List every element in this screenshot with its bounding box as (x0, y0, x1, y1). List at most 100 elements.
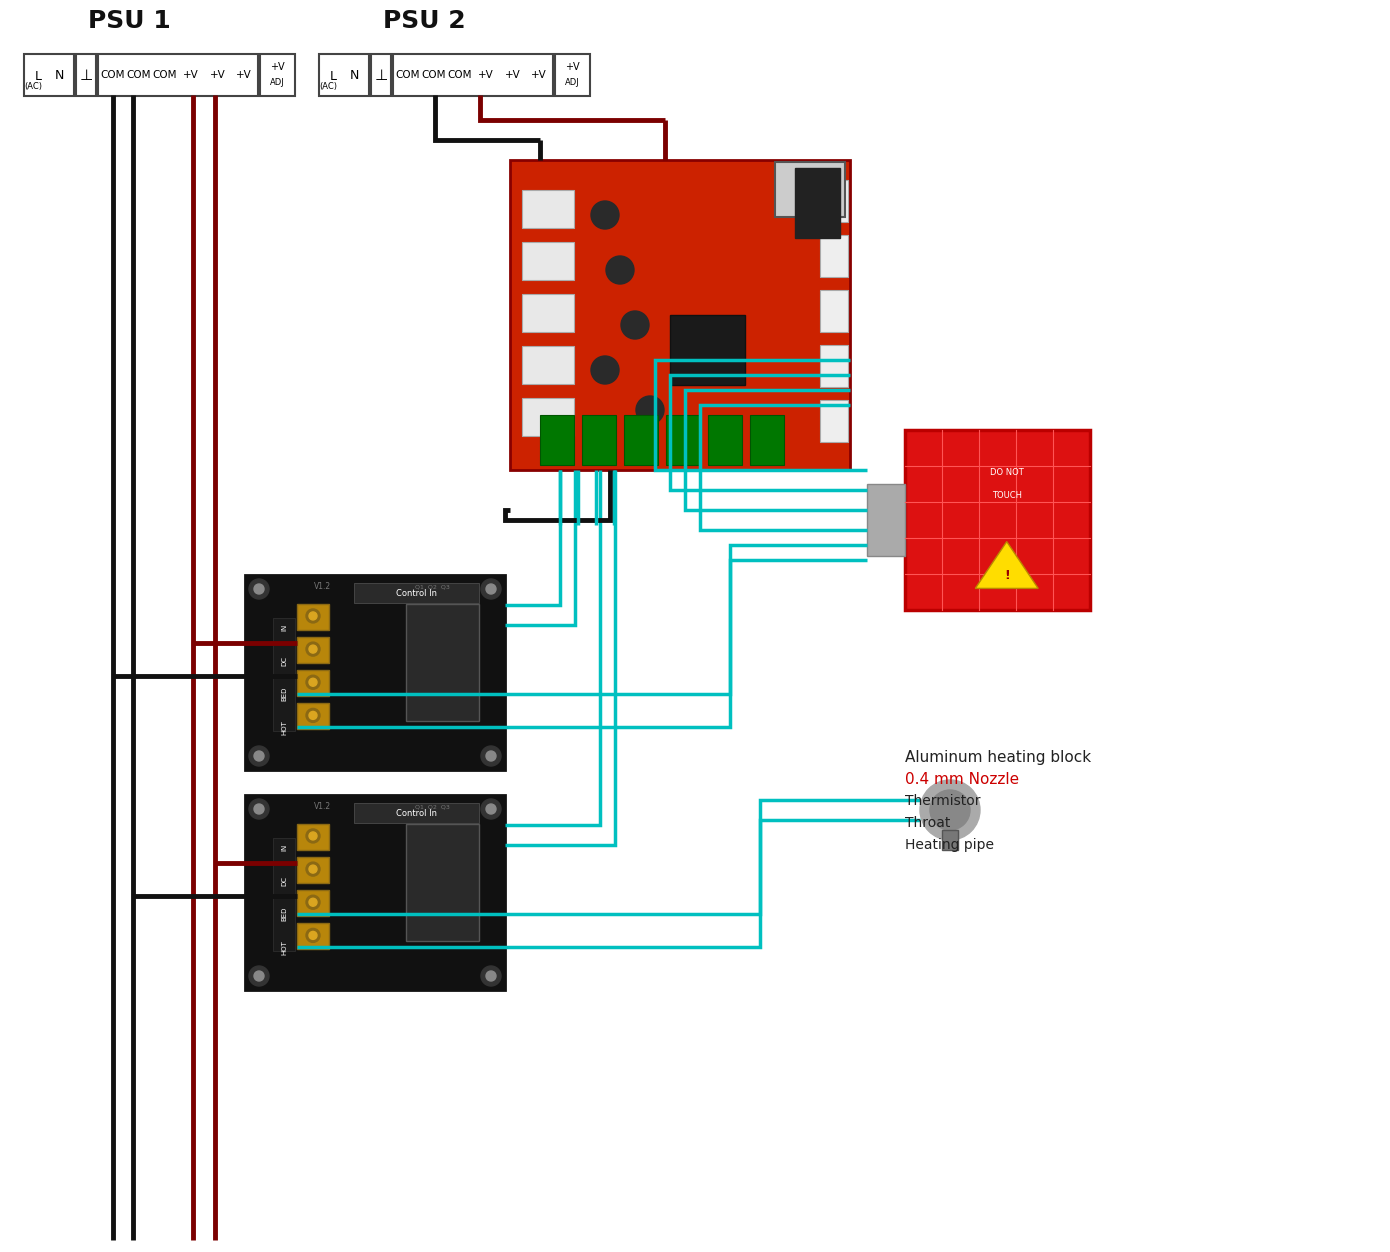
Circle shape (309, 711, 317, 720)
Bar (354, 803, 480, 823)
Circle shape (309, 612, 317, 620)
Bar (751, 414, 784, 464)
Circle shape (306, 675, 320, 690)
Text: BED: BED (281, 906, 286, 921)
Bar (245, 795, 505, 990)
Text: Q1  Q2  Q3: Q1 Q2 Q3 (414, 804, 449, 809)
Bar (942, 830, 958, 850)
Circle shape (306, 642, 320, 656)
Bar (624, 414, 657, 464)
FancyBboxPatch shape (393, 54, 553, 96)
Circle shape (254, 751, 264, 761)
Bar (795, 168, 840, 238)
FancyBboxPatch shape (24, 54, 74, 96)
Circle shape (309, 865, 317, 873)
Bar (867, 485, 905, 556)
Text: L: L (35, 70, 42, 84)
Text: HOT: HOT (281, 940, 286, 954)
Text: Q1  Q2  Q3: Q1 Q2 Q3 (414, 585, 449, 590)
Text: 0.4 mm Nozzle: 0.4 mm Nozzle (905, 772, 1019, 788)
Bar (297, 603, 329, 630)
Circle shape (481, 746, 500, 766)
FancyBboxPatch shape (555, 54, 591, 96)
Bar (272, 838, 295, 952)
Bar (905, 429, 1090, 610)
FancyBboxPatch shape (260, 54, 295, 96)
Bar (776, 162, 845, 217)
Text: PSU 2: PSU 2 (384, 9, 466, 33)
Text: ADJ: ADJ (270, 78, 285, 86)
Text: N: N (56, 69, 64, 83)
Circle shape (306, 863, 320, 876)
FancyBboxPatch shape (318, 54, 370, 96)
Bar (523, 190, 574, 228)
Text: DO NOT: DO NOT (990, 468, 1023, 477)
Text: COM: COM (126, 70, 150, 80)
FancyBboxPatch shape (371, 54, 391, 96)
Circle shape (621, 310, 649, 339)
Bar (523, 398, 574, 436)
Bar (523, 346, 574, 384)
Text: +V: +V (478, 70, 493, 80)
Circle shape (637, 396, 664, 424)
Bar (820, 180, 848, 222)
Bar (297, 924, 329, 949)
Text: V1.2: V1.2 (314, 582, 332, 591)
Text: COM: COM (153, 70, 177, 80)
Text: PSU 1: PSU 1 (88, 9, 171, 33)
Text: +V: +V (183, 70, 199, 80)
Circle shape (249, 799, 270, 819)
Circle shape (306, 929, 320, 943)
Circle shape (486, 751, 496, 761)
Circle shape (920, 780, 980, 840)
Circle shape (486, 583, 496, 593)
Circle shape (306, 608, 320, 623)
Bar (406, 824, 480, 942)
Bar (582, 414, 616, 464)
Text: V1.2: V1.2 (314, 803, 332, 811)
Text: N: N (350, 69, 360, 83)
Text: +V: +V (210, 70, 225, 80)
Text: !: ! (1004, 570, 1009, 582)
Text: ⊥: ⊥ (79, 68, 93, 83)
Text: BED: BED (281, 687, 286, 701)
Text: +V: +V (531, 70, 546, 80)
Text: +V: +V (566, 63, 580, 73)
Bar (297, 890, 329, 916)
Circle shape (591, 202, 619, 229)
Circle shape (306, 709, 320, 722)
Text: Control In: Control In (396, 809, 436, 818)
Text: Heating pipe: Heating pipe (905, 838, 994, 853)
Bar (297, 858, 329, 883)
Bar (272, 618, 295, 731)
Circle shape (249, 967, 270, 987)
Bar (510, 160, 851, 470)
Text: COM: COM (100, 70, 125, 80)
Text: L: L (329, 70, 336, 84)
FancyBboxPatch shape (76, 54, 96, 96)
Circle shape (306, 895, 320, 909)
Circle shape (309, 679, 317, 686)
Bar (523, 242, 574, 280)
Polygon shape (976, 542, 1038, 588)
Bar (406, 605, 480, 721)
Text: DC: DC (281, 656, 286, 666)
Circle shape (249, 578, 270, 598)
Text: COM: COM (395, 70, 420, 80)
Text: Aluminum heating block: Aluminum heating block (905, 750, 1091, 765)
Text: COM: COM (448, 70, 473, 80)
Text: ⊥: ⊥ (374, 68, 388, 83)
Text: IN: IN (281, 623, 286, 631)
Bar (523, 294, 574, 332)
Text: (AC): (AC) (25, 81, 43, 90)
Bar (820, 235, 848, 277)
Text: (AC): (AC) (320, 81, 338, 90)
Circle shape (481, 967, 500, 987)
Circle shape (254, 804, 264, 814)
Circle shape (930, 790, 970, 830)
Circle shape (306, 829, 320, 843)
Bar (297, 670, 329, 696)
Text: HOT: HOT (281, 720, 286, 735)
Bar (820, 290, 848, 332)
Circle shape (309, 831, 317, 840)
